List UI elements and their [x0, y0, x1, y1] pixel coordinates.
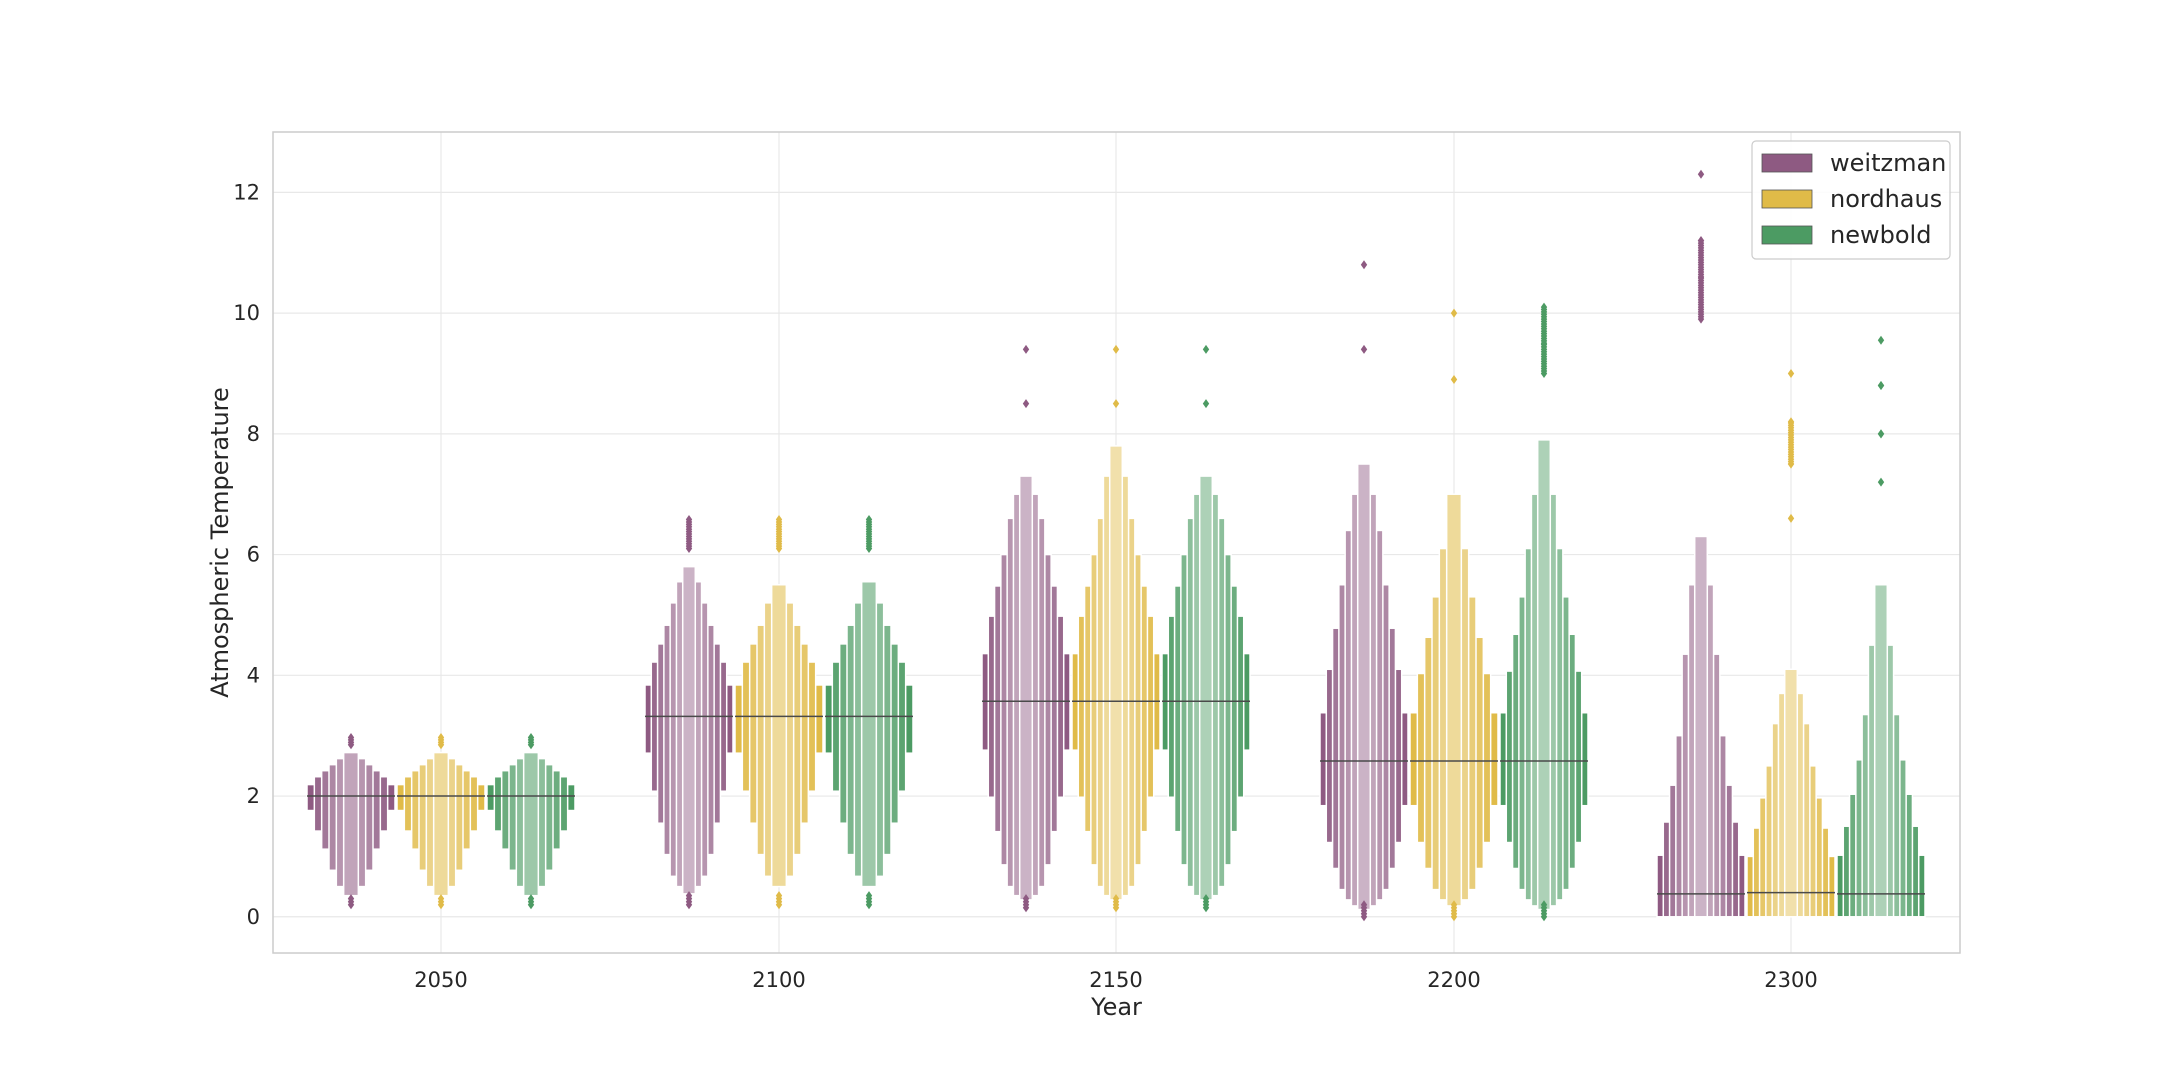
box-newbold-2200-level6 — [1536, 439, 1552, 911]
outlier-point — [527, 894, 535, 904]
outlier-point — [1450, 375, 1458, 385]
box-nordhaus-2150-level6 — [1108, 445, 1124, 901]
outlier-point — [1787, 513, 1795, 523]
y-tick-label: 4 — [247, 663, 260, 687]
box-newbold-2100-level5 — [860, 580, 878, 888]
outlier-point — [1202, 894, 1210, 904]
outlier-point — [1540, 900, 1548, 910]
box-weitzman-2100-level6 — [681, 565, 697, 895]
box-newbold-2300-level6 — [1873, 584, 1889, 918]
outlier-point — [1697, 236, 1705, 246]
y-axis-label: Atmospheric Temperature — [206, 387, 234, 698]
tick-layer: 0 2 4 6 8 10 12 2050 2100 2150 2200 2300 — [233, 180, 1817, 992]
box-weitzman-2050-level5 — [342, 751, 360, 897]
y-tick-label: 0 — [247, 905, 260, 929]
plot-frame — [272, 131, 1961, 954]
outlier-point — [1787, 417, 1795, 427]
outlier-point — [1112, 399, 1120, 409]
outlier-point — [1450, 308, 1458, 318]
outlier-point — [437, 732, 445, 742]
legend: weitzman nordhaus newbold — [1751, 140, 1951, 260]
outlier-point — [1022, 894, 1030, 904]
outlier-point — [1877, 381, 1885, 391]
outlier-point — [1202, 344, 1210, 354]
outlier-point — [865, 515, 873, 525]
outlier-layer — [347, 169, 1885, 922]
outlier-point — [775, 891, 783, 901]
y-tick-label: 2 — [247, 784, 260, 808]
legend-swatch-newbold — [1761, 225, 1813, 245]
box-layer — [306, 439, 1926, 918]
outlier-point — [527, 732, 535, 742]
x-tick-label: 2100 — [752, 968, 805, 992]
legend-swatch-nordhaus — [1761, 189, 1813, 209]
x-tick-label: 2050 — [414, 968, 467, 992]
y-tick-label: 6 — [247, 543, 260, 567]
outlier-point — [1877, 429, 1885, 439]
outlier-point — [437, 894, 445, 904]
box-nordhaus-2100-level5 — [770, 584, 788, 888]
x-tick-label: 2200 — [1427, 968, 1480, 992]
outlier-point — [1877, 477, 1885, 487]
y-tick-label: 10 — [233, 301, 260, 325]
outlier-point — [1360, 260, 1368, 270]
outlier-point — [685, 891, 693, 901]
outlier-point — [347, 732, 355, 742]
y-tick-label: 12 — [233, 180, 260, 204]
legend-label-newbold: newbold — [1830, 221, 1931, 249]
box-weitzman-2200-level6 — [1356, 463, 1372, 911]
outlier-point — [1022, 344, 1030, 354]
box-newbold-2150-level6 — [1198, 475, 1214, 901]
x-tick-label: 2150 — [1089, 968, 1142, 992]
outlier-point — [1877, 335, 1885, 345]
outlier-point — [347, 894, 355, 904]
outlier-point — [1450, 900, 1458, 910]
y-tick-label: 8 — [247, 422, 260, 446]
outlier-point — [1022, 399, 1030, 409]
box-nordhaus-2300-level6 — [1783, 668, 1799, 918]
outlier-point — [865, 891, 873, 901]
outlier-point — [685, 515, 693, 525]
outlier-point — [1360, 344, 1368, 354]
outlier-point — [1540, 302, 1548, 312]
box-weitzman-2150-level6 — [1018, 475, 1034, 901]
box-weitzman-2300-level6 — [1693, 535, 1709, 918]
outlier-point — [1112, 344, 1120, 354]
outlier-point — [1697, 169, 1705, 179]
outlier-point — [1360, 900, 1368, 910]
outlier-point — [1112, 894, 1120, 904]
outlier-point — [775, 515, 783, 525]
box-nordhaus-2050-level5 — [432, 751, 450, 897]
outlier-point — [1202, 399, 1210, 409]
x-axis-label: Year — [1090, 993, 1142, 1021]
legend-label-nordhaus: nordhaus — [1830, 185, 1942, 213]
outlier-point — [1787, 368, 1795, 378]
x-tick-label: 2300 — [1764, 968, 1817, 992]
legend-swatch-weitzman — [1761, 153, 1813, 173]
box-newbold-2050-level5 — [522, 751, 540, 897]
box-nordhaus-2200-level5 — [1445, 493, 1463, 907]
legend-label-weitzman: weitzman — [1830, 149, 1946, 177]
